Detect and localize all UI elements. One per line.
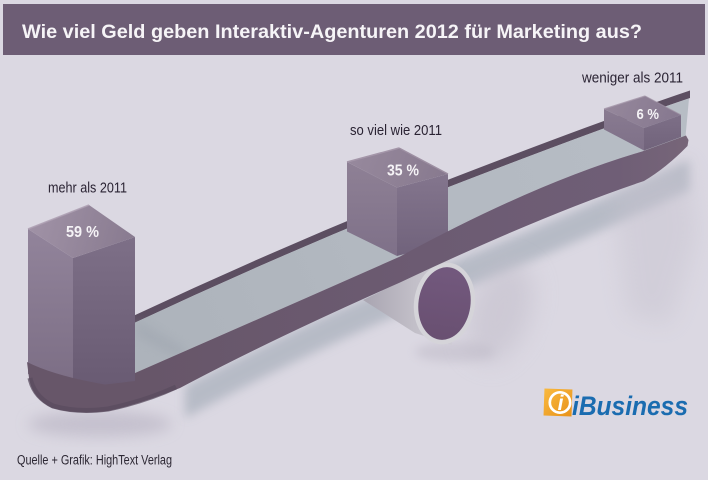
svg-text:iBusiness: iBusiness [572,391,688,421]
svg-text:35 %: 35 % [387,163,419,180]
svg-text:6 %: 6 % [637,106,660,123]
svg-text:i: i [558,392,565,415]
svg-text:mehr als 2011: mehr als 2011 [48,181,127,197]
svg-text:Wie viel Geld geben Interaktiv: Wie viel Geld geben Interaktiv-Agenturen… [22,22,642,43]
svg-text:weniger als 2011: weniger als 2011 [581,71,683,87]
svg-text:Quelle + Grafik: HighText Verl: Quelle + Grafik: HighText Verlag [17,453,172,468]
svg-text:so viel wie 2011: so viel wie 2011 [350,123,442,139]
svg-text:59 %: 59 % [66,224,99,241]
